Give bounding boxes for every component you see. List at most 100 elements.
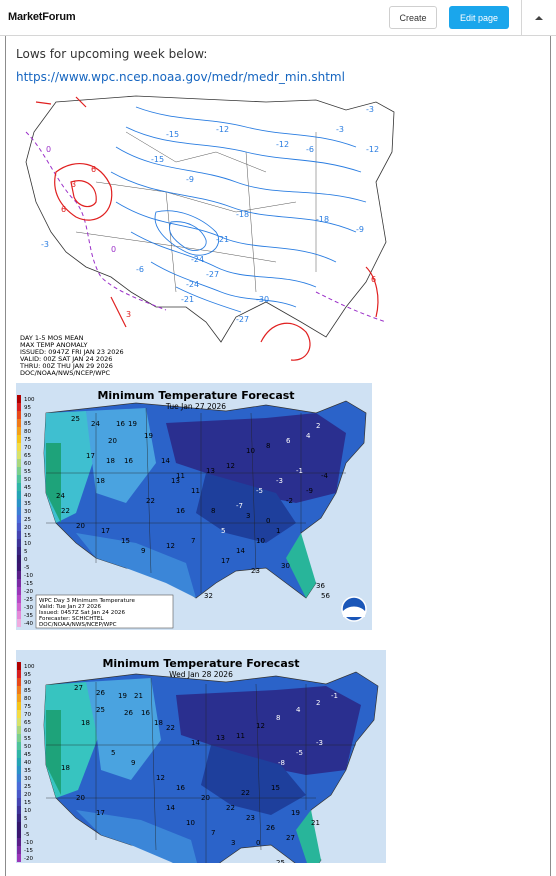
legend-swatch xyxy=(17,483,21,491)
legend-swatch xyxy=(17,726,21,734)
collapse-button[interactable] xyxy=(521,0,556,36)
legend-tick: 40 xyxy=(24,493,31,499)
contour-label: -30 xyxy=(256,295,269,304)
legend-swatch xyxy=(17,515,21,523)
map1-caption-line: VALID: 00Z SAT JAN 24 2026 xyxy=(20,355,112,363)
post-body: Lows for upcoming week below: https://ww… xyxy=(5,36,551,876)
contour-label: -6 xyxy=(136,265,144,274)
temp-value: 14 xyxy=(166,804,175,812)
legend-tick: -10 xyxy=(24,573,33,579)
legend-tick: 65 xyxy=(24,720,31,726)
legend-tick: -5 xyxy=(24,565,30,571)
legend-tick: 75 xyxy=(24,704,31,710)
legend-tick: 5 xyxy=(24,549,28,555)
legend-tick: 70 xyxy=(24,445,31,451)
temp-value: -1 xyxy=(331,692,338,700)
legend-tick: -40 xyxy=(24,621,33,627)
legend-swatch xyxy=(17,507,21,515)
legend-swatch xyxy=(17,742,21,750)
temp-value: -4 xyxy=(321,472,329,480)
temp-value: 18 xyxy=(81,719,90,727)
map1-caption-line: MAX TEMP ANOMALY xyxy=(20,341,87,349)
top-bar: MarketForum Create Edit page xyxy=(0,0,556,36)
temp-value: 18 xyxy=(61,764,70,772)
temp-value: 10 xyxy=(186,819,195,827)
legend-swatch xyxy=(17,830,21,838)
temp-value: 11 xyxy=(191,487,200,495)
contour-label: -24 xyxy=(186,280,199,289)
legend-swatch xyxy=(17,419,21,427)
contour-label: 6 xyxy=(371,275,376,284)
temp-value: 23 xyxy=(251,567,260,575)
contour-label: 3 xyxy=(71,180,76,189)
brand-logo[interactable]: MarketForum xyxy=(8,11,76,23)
temp-value: 20 xyxy=(201,794,210,802)
legend-tick: 75 xyxy=(24,437,31,443)
temp-value: 18 xyxy=(96,477,105,485)
wpc-link[interactable]: https://www.wpc.ncep.noaa.gov/medr/medr_… xyxy=(16,70,345,84)
legend-swatch xyxy=(17,718,21,726)
legend-swatch xyxy=(17,395,21,403)
temp-value: 22 xyxy=(61,507,70,515)
temp-value: 22 xyxy=(166,724,175,732)
temp-value: 11 xyxy=(176,472,185,480)
legend-tick: 80 xyxy=(24,696,31,702)
legend-tick: 5 xyxy=(24,816,28,822)
legend-swatch xyxy=(17,670,21,678)
contour-label: -15 xyxy=(166,130,179,139)
anomaly-map[interactable]: -15 -12 -12 -9 -9 -18 -21 -24 -27 -6 -3 0 3 6 -6 3 0 -3 6-… xyxy=(16,92,396,377)
contour-label: -3 xyxy=(366,105,374,114)
legend-tick: 50 xyxy=(24,477,31,483)
temp-value: 8 xyxy=(211,507,215,515)
temp-value: 13 xyxy=(171,477,180,485)
temp-value: 19 xyxy=(291,809,300,817)
temp-value: 24 xyxy=(56,492,65,500)
legend-swatch xyxy=(17,475,21,483)
map2-info-line: Issued: 0457Z Sat Jan 24 2026 xyxy=(39,610,125,616)
legend-swatch xyxy=(17,694,21,702)
legend-tick: 95 xyxy=(24,405,31,411)
map3-title: Minimum Temperature Forecast xyxy=(102,657,299,670)
temp-value: 16 xyxy=(124,457,133,465)
legend-tick: 100 xyxy=(24,664,35,670)
temp-value: 16 xyxy=(116,420,125,428)
map1-caption-line: DAY 1-5 MOS MEAN xyxy=(20,334,84,342)
min-temp-map-day3[interactable]: 100 95 90 85 80 75 70 65 60 55 50 45 40 35 30 25 20 15 10 5… xyxy=(16,383,372,630)
map2-info-line: Forecaster: SCHICHTEL xyxy=(39,616,104,622)
legend-tick: -25 xyxy=(24,597,33,603)
temp-value: 10 xyxy=(256,537,265,545)
temp-value: 17 xyxy=(101,527,110,535)
temp-value: 14 xyxy=(191,739,200,747)
contour-label: -12 xyxy=(216,125,229,134)
legend-tick: -30 xyxy=(24,605,33,611)
min-temp-map-day4[interactable]: 100 95 90 85 80 75 70 65 60 55 50 45 40 35 30 25 20 15 10 5… xyxy=(16,650,386,863)
contour-label: -6 xyxy=(306,145,314,154)
contour-label: -18 xyxy=(316,215,329,224)
legend-tick: 45 xyxy=(24,752,31,758)
temp-value: 9 xyxy=(131,759,135,767)
temp-value: -5 xyxy=(296,749,303,757)
temp-value: 17 xyxy=(96,809,105,817)
legend-tick: 40 xyxy=(24,760,31,766)
temp-value: 7 xyxy=(211,829,215,837)
temp-value: 14 xyxy=(236,547,245,555)
edit-page-button[interactable]: Edit page xyxy=(449,6,509,29)
legend-swatch xyxy=(17,611,21,619)
temp-value: 16 xyxy=(141,709,150,717)
legend-tick: -20 xyxy=(24,856,33,862)
temp-value: 25 xyxy=(96,706,105,714)
legend-swatch xyxy=(17,603,21,611)
legend-tick: 55 xyxy=(24,736,31,742)
contour-label: -27 xyxy=(206,270,219,279)
create-button[interactable]: Create xyxy=(389,6,437,29)
legend-tick: 15 xyxy=(24,533,31,539)
contour-label: -9 xyxy=(356,225,364,234)
legend-tick: 0 xyxy=(24,824,28,830)
temp-value: 56 xyxy=(321,592,330,600)
legend-tick: 65 xyxy=(24,453,31,459)
map2-info-line: DOC/NOAA/NWS/NCEP/WPC xyxy=(39,622,117,628)
contour-label: -3 xyxy=(41,240,49,249)
temp-value: 12 xyxy=(226,462,235,470)
legend-swatch xyxy=(17,595,21,603)
temp-value: 13 xyxy=(206,467,215,475)
